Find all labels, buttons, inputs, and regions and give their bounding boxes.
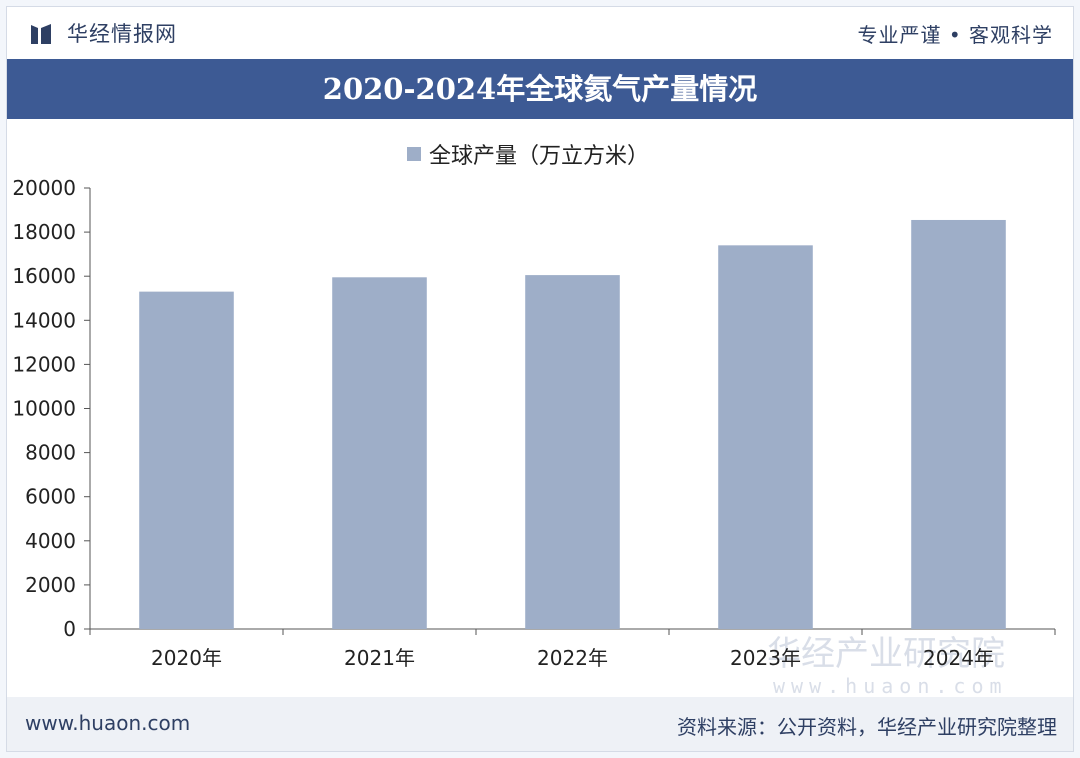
header-bar: 华经情报网 专业严谨 • 客观科学 — [7, 7, 1073, 59]
chart-title: 2020-2024年全球氦气产量情况 — [7, 59, 1073, 119]
slogan: 专业严谨 • 客观科学 — [857, 23, 1053, 47]
y-tick-label: 6000 — [25, 485, 76, 509]
y-tick-label: 10000 — [12, 397, 76, 421]
y-tick-label: 20000 — [12, 176, 76, 200]
bar-5 — [911, 219, 1006, 629]
chart-card: 华经情报网 专业严谨 • 客观科学 2020-2024年全球氦气产量情况 全球产… — [6, 6, 1074, 752]
bar-2 — [332, 277, 427, 629]
x-tick-label: 2022年 — [537, 646, 608, 670]
source-note: 资料来源：公开资料，华经产业研究院整理 — [677, 715, 1057, 739]
huajing-logo-icon — [31, 24, 51, 44]
x-tick-label: 2020年 — [151, 646, 222, 670]
bar-1 — [139, 291, 234, 629]
y-tick-label: 18000 — [12, 220, 76, 244]
brand-name: 华经情报网 — [67, 22, 177, 46]
y-tick-label: 0 — [63, 617, 76, 641]
y-tick-label: 12000 — [12, 352, 76, 376]
y-tick-label: 4000 — [25, 529, 76, 553]
footer-url: www.huaon.com — [25, 711, 191, 735]
bar-3 — [525, 275, 620, 629]
y-tick-label: 14000 — [12, 308, 76, 332]
x-tick-label: 2024年 — [923, 646, 994, 670]
watermark-url: www.huaon.com — [773, 674, 1008, 697]
x-tick-label: 2023年 — [730, 646, 801, 670]
x-tick-label: 2021年 — [344, 646, 415, 670]
y-tick-label: 2000 — [25, 573, 76, 597]
y-tick-label: 8000 — [25, 441, 76, 465]
y-tick-label: 16000 — [12, 264, 76, 288]
footer-bar: www.huaon.com 资料来源：公开资料，华经产业研究院整理 — [7, 697, 1073, 751]
bar-4 — [718, 245, 813, 629]
watermark-name: 华经产业研究院 — [767, 634, 1005, 674]
legend-label: 全球产量（万立方米） — [429, 144, 650, 169]
legend-swatch — [407, 147, 421, 161]
